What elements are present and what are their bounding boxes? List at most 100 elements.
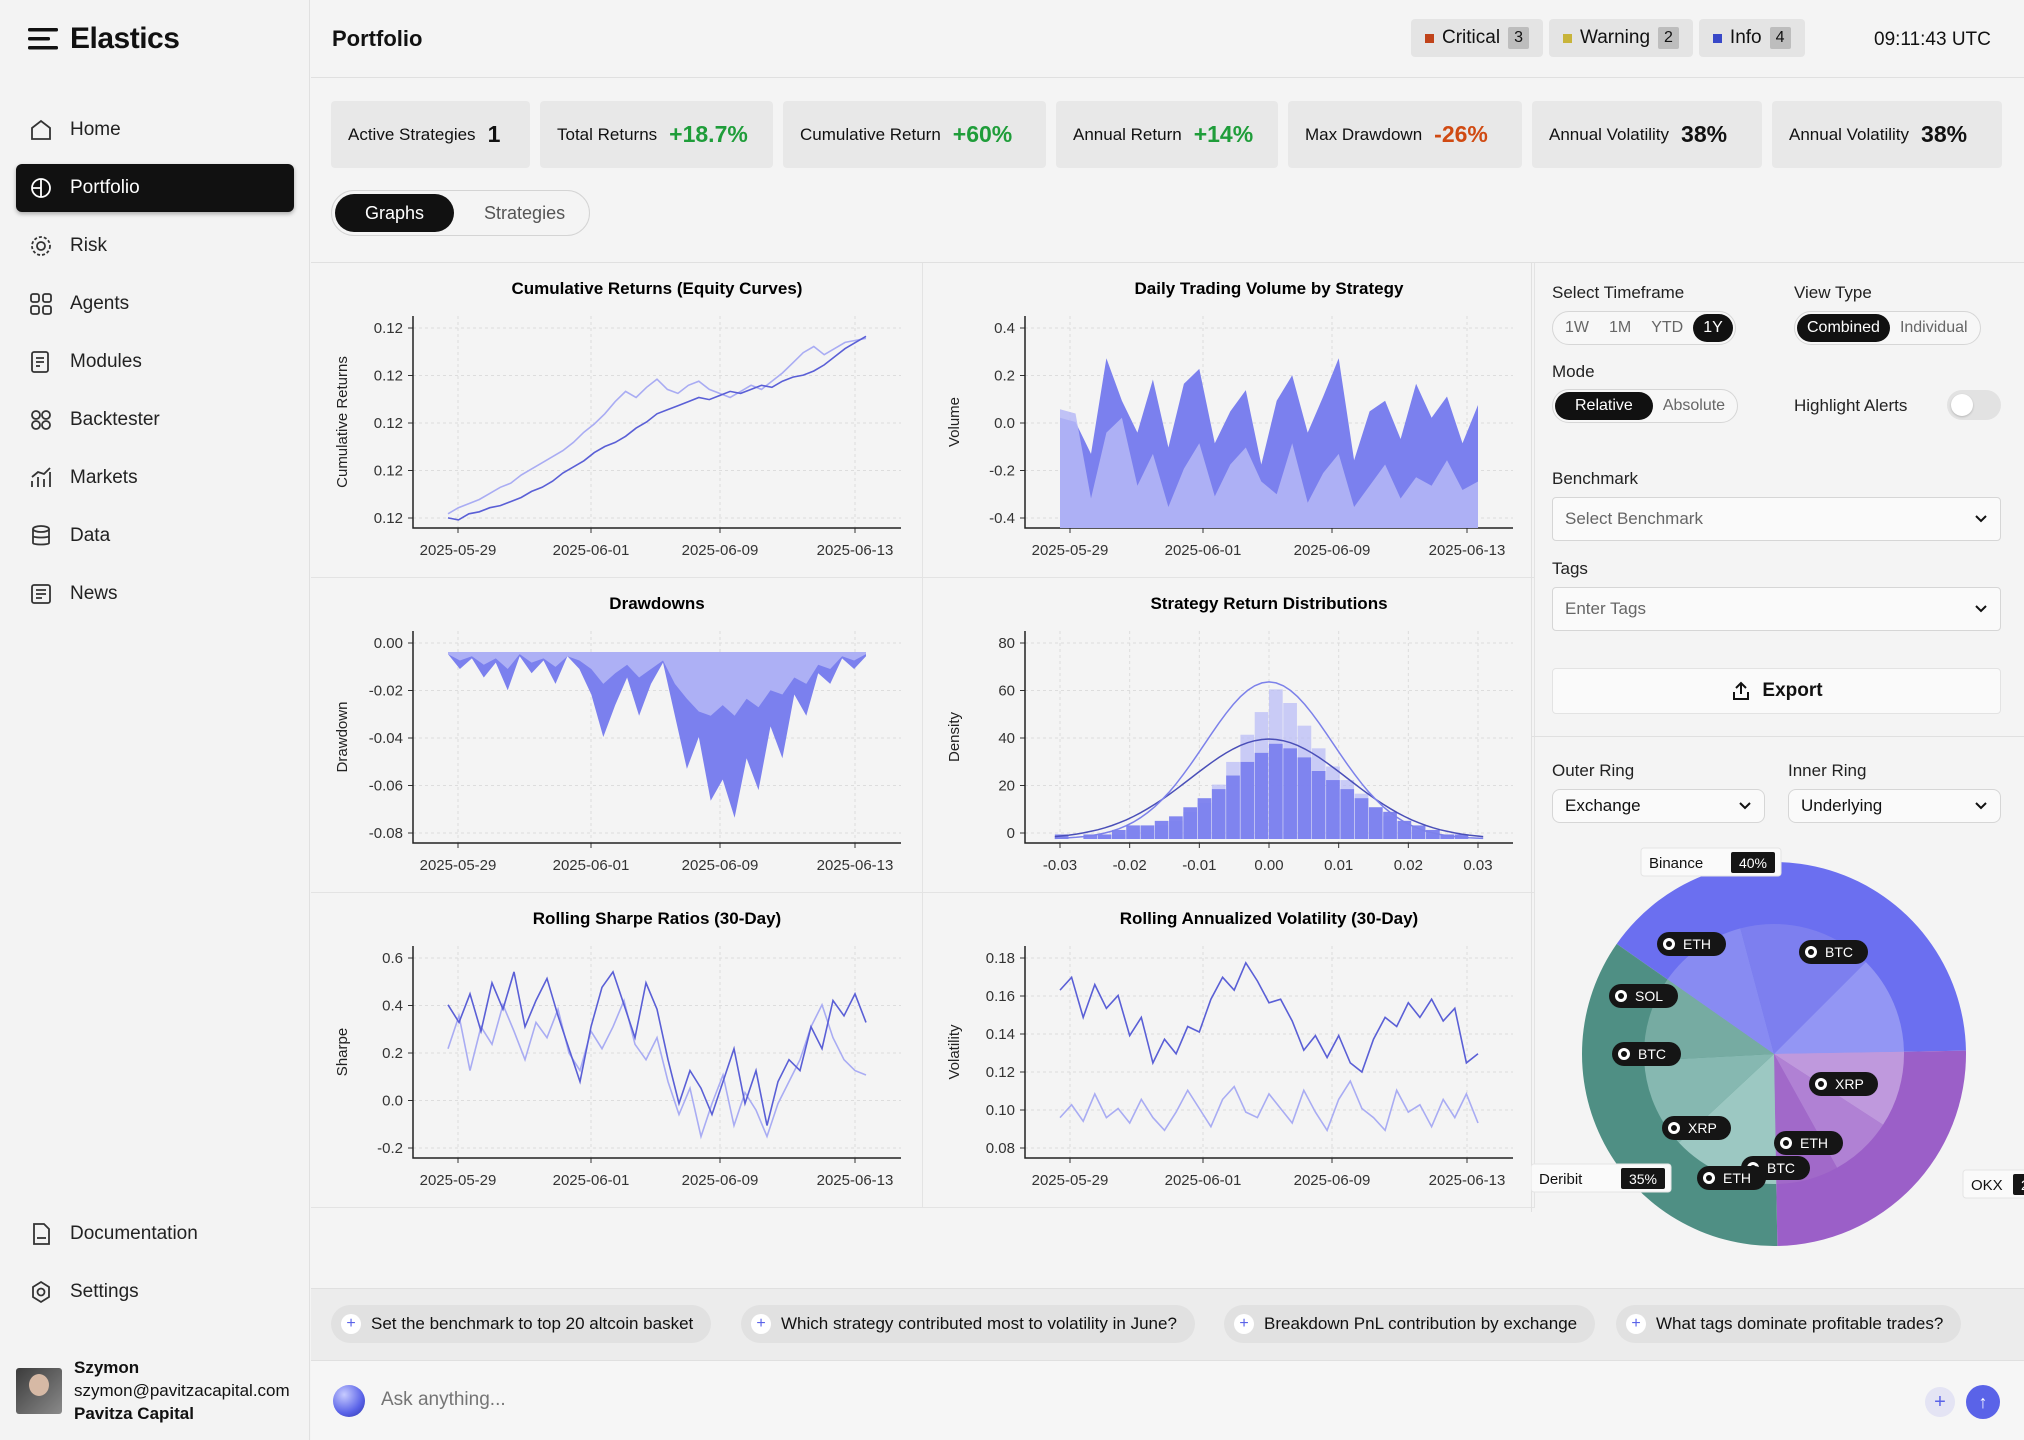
label-dot-icon [1671,1125,1677,1131]
sidebar-item-documentation[interactable]: Documentation [16,1210,294,1258]
sidebar-item-modules[interactable]: Modules [16,338,294,386]
sidebar-item-risk[interactable]: Risk [16,222,294,270]
histogram-bar [1368,807,1383,839]
chart-title: Daily Trading Volume by Strategy [1135,279,1404,298]
sidebar-item-data[interactable]: Data [16,512,294,560]
outer-ring-select[interactable]: Exchange [1552,789,1765,823]
benchmark-select[interactable]: Select Benchmark [1552,497,2001,541]
sidebar-item-markets[interactable]: Markets [16,454,294,502]
x-tick-label: 2025-06-01 [1165,542,1242,559]
sidebar-item-settings[interactable]: Settings [16,1268,294,1316]
inner-label-btc: BTC [1799,940,1868,964]
kpi-active-strategies: Active Strategies 1 [331,101,530,168]
tab-graphs[interactable]: Graphs [335,194,455,232]
y-tick-label: 20 [998,778,1015,795]
timeframe-label: Select Timeframe [1552,283,1685,302]
viewtype-individual[interactable]: Individual [1899,319,1968,336]
sidebar: Elastics Home Portfolio Risk Agents Modu… [0,0,310,1440]
label-dot-icon [1706,1175,1712,1181]
mode-selector: Relative Absolute [1552,389,1739,423]
label-pill [1697,1166,1766,1190]
callout-label: Deribit [1539,1171,1583,1188]
x-tick-label: 2025-05-29 [420,542,497,559]
y-tick-label: 0.12 [374,415,403,432]
tab-strategies[interactable]: Strategies [484,202,566,223]
export-button[interactable]: Export [1552,668,2001,714]
label-dot-icon [1618,993,1624,999]
documentation-icon [33,1223,50,1245]
sidebar-nav: Home Portfolio Risk Agents Modules Backt… [16,106,294,628]
kpi-value: 38% [1921,121,1968,147]
x-tick-label: -0.01 [1182,857,1216,874]
timeframe-1w[interactable]: 1W [1565,319,1589,336]
user-profile[interactable]: Szymon szymon@pavitzacapital.com Pavitza… [16,1356,290,1425]
kpi-label: Annual Volatility [1789,124,1910,144]
y-tick-label: 0.4 [994,320,1015,337]
mode-relative[interactable]: Relative [1555,392,1653,420]
chart-svg: Daily Trading Volume by Strategy Volume 0.… [946,279,1513,559]
y-axis-label: Cumulative Returns [334,356,351,488]
home-icon [31,119,51,140]
kpi-value: -26% [1434,121,1488,147]
sidebar-item-agents[interactable]: Agents [16,280,294,328]
y-tick-label: 0.16 [986,988,1015,1005]
menu-icon[interactable] [28,26,60,52]
inner-label-eth: ETH [1774,1131,1843,1155]
suggestion-chip[interactable]: + What tags dominate profitable trades? [1616,1305,1962,1343]
viewtype-selector: Combined Individual [1794,311,1981,345]
sidebar-item-news[interactable]: News [16,570,294,618]
sidebar-item-label: Data [70,525,111,546]
label-pill [1609,984,1678,1008]
sidebar-item-backtester[interactable]: Backtester [16,396,294,444]
y-tick-label: 40 [998,730,1015,747]
brand[interactable]: Elastics [28,22,180,56]
x-tick-label: 2025-06-09 [1294,542,1371,559]
histogram-bar [1340,789,1355,839]
histogram-bar [1111,829,1126,839]
sidebar-bottom-nav: Documentation Settings [16,1210,294,1326]
mode-absolute[interactable]: Absolute [1662,397,1726,414]
timeframe-1m[interactable]: 1M [1609,319,1632,336]
header: Portfolio Critical 3 Warning 2 Info 4 09… [311,0,2024,78]
alert-critical[interactable]: Critical 3 [1411,19,1543,57]
alert-warning[interactable]: Warning 2 [1548,19,1693,57]
x-tick-label: 2025-06-13 [1429,1172,1506,1189]
chart-svg: Rolling Sharpe Ratios (30-Day) Sharpe 0.6 0… [334,909,901,1189]
highlight-alerts-toggle[interactable] [1947,390,2001,420]
suggestion-chip[interactable]: + Set the benchmark to top 20 altcoin bas… [331,1305,712,1343]
y-tick-label: -0.2 [377,1140,403,1157]
alert-badges: Critical 3 Warning 2 Info 4 [1411,19,1805,57]
x-tick-label: 2025-05-29 [1032,542,1109,559]
timeframe-1y[interactable]: 1Y [1693,314,1733,342]
sidebar-item-home[interactable]: Home [16,106,294,154]
tags-input[interactable]: Enter Tags [1552,587,2001,631]
attach-plus-icon[interactable]: + [1925,1387,1955,1417]
callout-box [1962,1169,2024,1199]
x-tick-label: 2025-06-01 [553,857,630,874]
x-tick-label: 2025-06-13 [1429,542,1506,559]
chart-cumulative-returns: Cumulative Returns (Equity Curves) Cumula… [311,263,923,578]
timeframe-ytd[interactable]: YTD [1651,319,1684,336]
histogram-bar [1140,825,1155,839]
histogram-bar [1154,820,1169,839]
suggestion-chip[interactable]: + Which strategy contributed most to vola… [741,1305,1195,1343]
alert-count: 2 [1658,27,1679,49]
sidebar-item-portfolio[interactable]: Portfolio [16,164,294,212]
alert-count: 3 [1508,27,1529,49]
chevron-down-icon [1739,802,1751,810]
critical-indicator-icon [1425,33,1434,43]
sidebar-item-label: Agents [70,293,130,314]
inner-ring-select[interactable]: Underlying [1788,789,2001,823]
alert-info[interactable]: Info 4 [1698,19,1805,57]
y-tick-label: 0.08 [986,1140,1015,1157]
send-arrow-icon[interactable]: ↑ [1966,1385,2000,1419]
label-dot-icon [1666,941,1672,947]
suggestion-chip[interactable]: + Breakdown PnL contribution by exchange [1224,1305,1596,1343]
chart-svg: Drawdowns Drawdown 0.00 -0.02 -0.04 -0.06 -0.0… [334,594,901,874]
sidebar-item-label: News [70,583,118,604]
inner-label-xrp: XRP [1809,1072,1878,1096]
viewtype-combined[interactable]: Combined [1797,314,1890,342]
inner-slice [1774,1054,1884,1168]
histogram-bar [1311,771,1326,839]
ask-input[interactable] [381,1389,1881,1411]
